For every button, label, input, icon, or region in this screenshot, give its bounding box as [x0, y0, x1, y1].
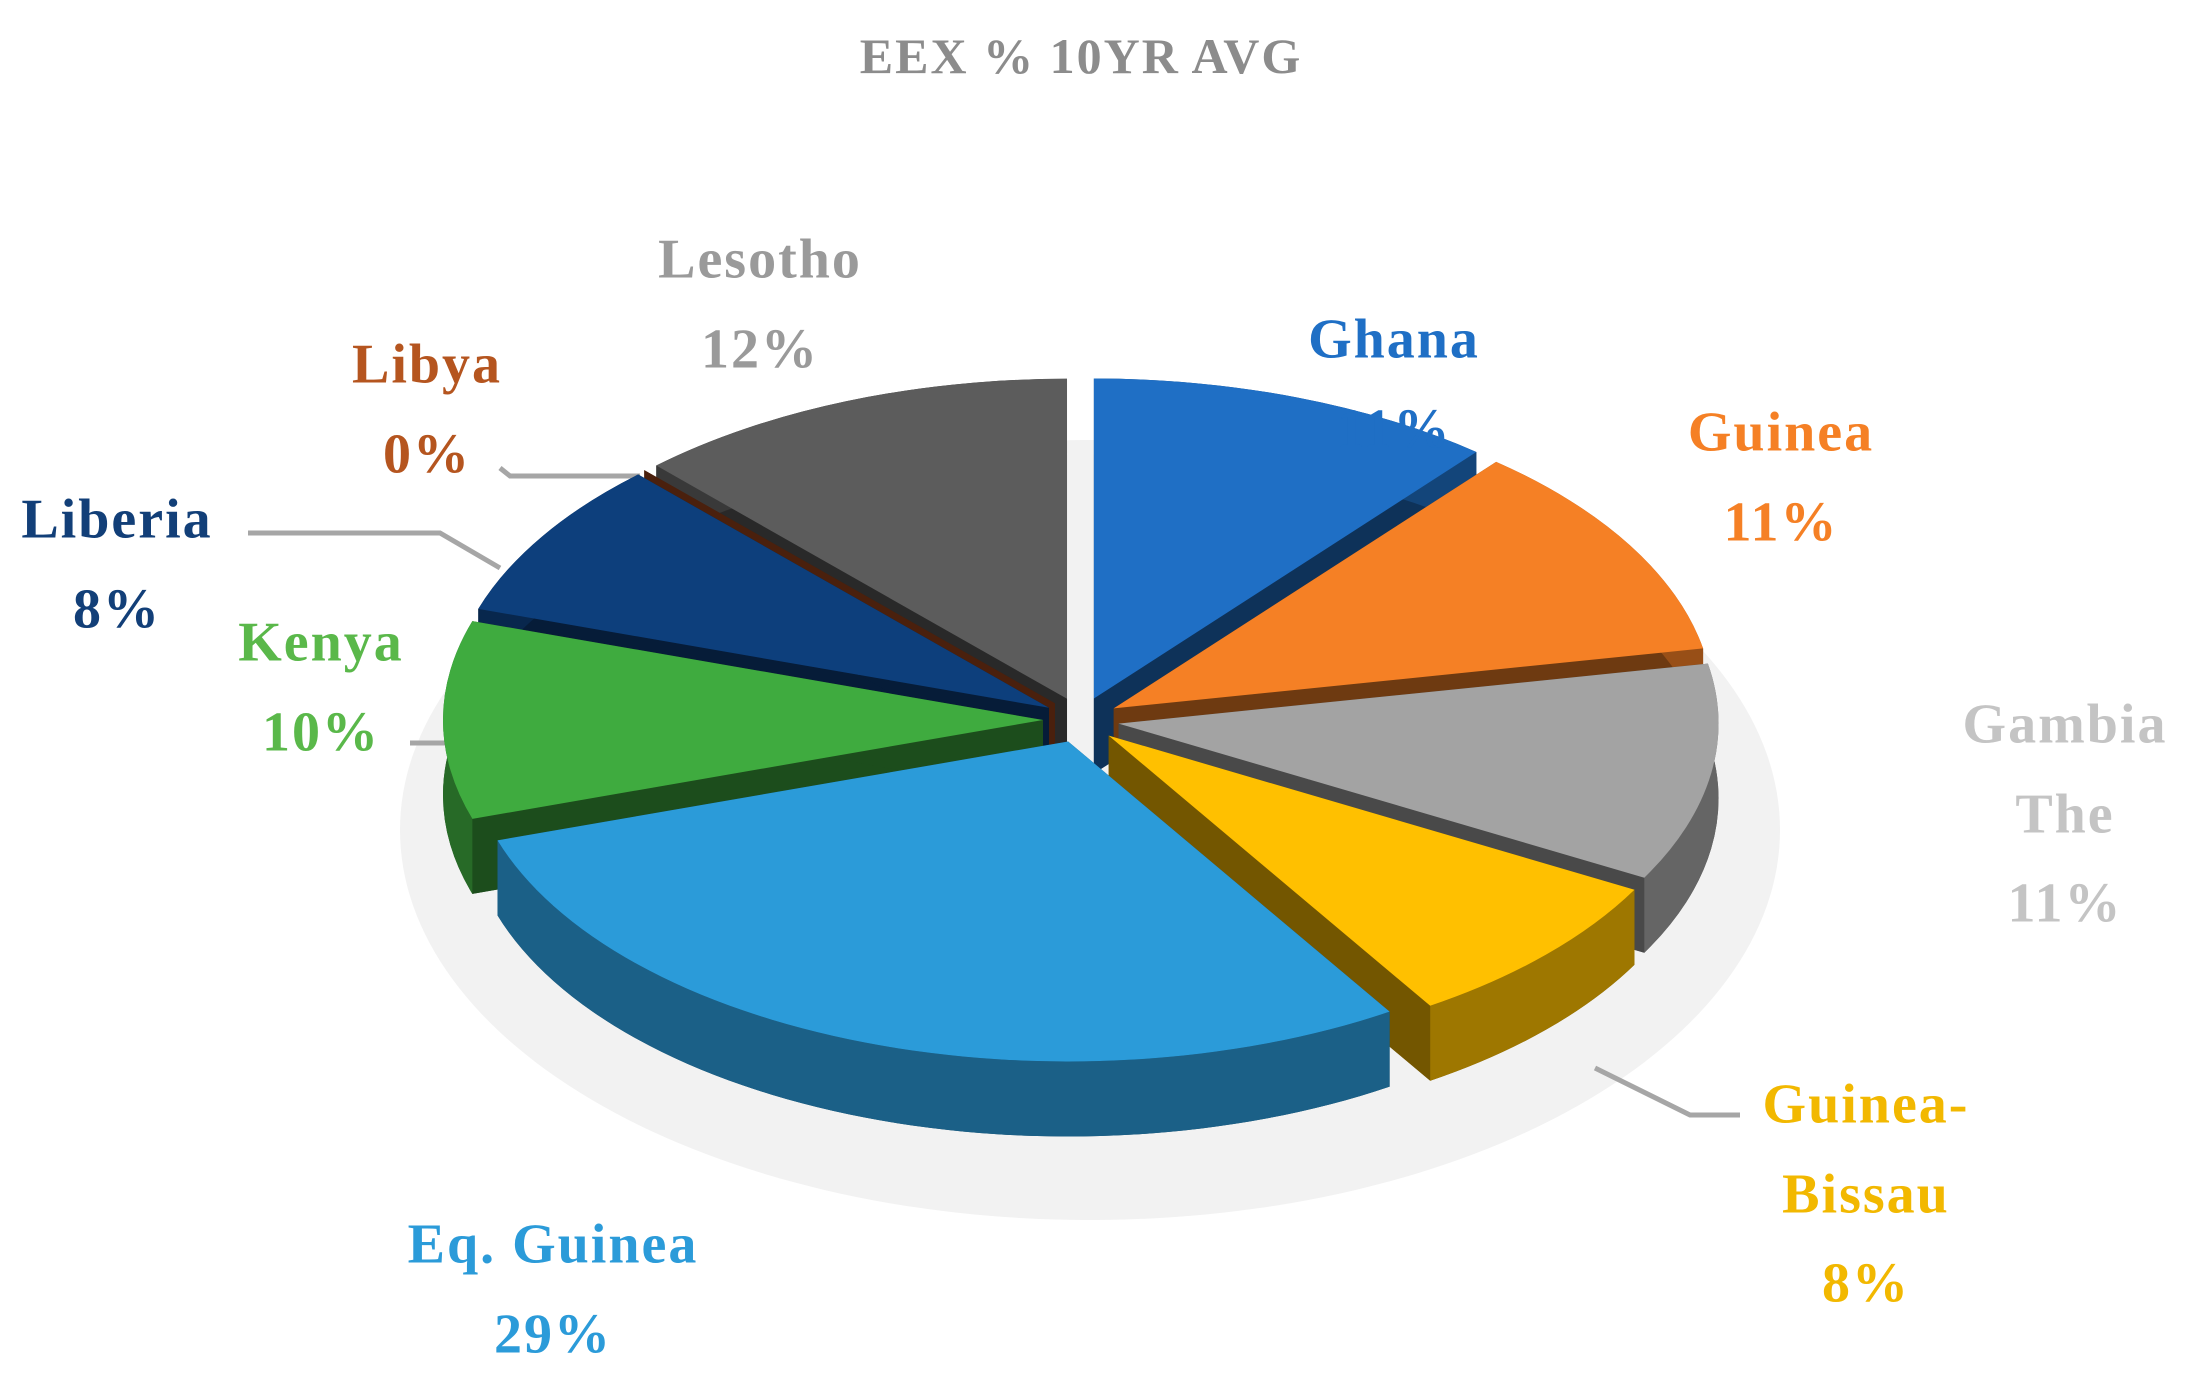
value-label: 11% [1723, 491, 1839, 553]
data-label: Kenya 10% [171, 598, 471, 777]
value-label: 29% [494, 1303, 612, 1365]
slice-wall [1644, 663, 1719, 953]
slice-top [443, 621, 1043, 819]
category-label: Liberia [21, 488, 213, 551]
data-label: Ghana 11% [1214, 295, 1574, 474]
leader-line [248, 530, 502, 571]
data-label: Liberia 8% [0, 475, 267, 654]
slice-top [478, 474, 1049, 708]
category-label: Guinea-Bissau [1762, 1073, 1970, 1226]
data-label: Lesotho 12% [580, 215, 940, 394]
category-label: Guinea [1687, 401, 1875, 464]
category-label: Eq. Guinea [407, 1213, 699, 1276]
slice-wall [497, 840, 1390, 1137]
value-label: 12% [701, 318, 819, 380]
slice-top [656, 378, 1068, 699]
value-label: 8% [1822, 1252, 1910, 1315]
category-label: Libya [351, 333, 503, 396]
category-label: Lesotho [658, 228, 862, 291]
category-label: Gambia The [1962, 693, 2168, 846]
slice-top [1118, 663, 1719, 878]
slice-top [1113, 461, 1704, 709]
slice-top [644, 470, 1055, 704]
category-label: Kenya [238, 611, 404, 674]
data-label: Gambia The 11% [1935, 681, 2195, 950]
slice [1108, 735, 1635, 1081]
slice-top [497, 741, 1390, 1062]
slice-top [1108, 735, 1635, 1006]
data-label: Libya 0% [277, 320, 577, 499]
leader-line [1593, 1065, 1740, 1118]
slice-top [1093, 378, 1477, 699]
category-label: Ghana [1308, 308, 1480, 371]
slice-wall [1430, 889, 1635, 1081]
slice [497, 741, 1390, 1137]
data-label: Eq. Guinea 29% [343, 1200, 763, 1379]
value-label: 8% [73, 578, 161, 640]
value-label: 10% [262, 701, 380, 763]
value-label: 11% [1336, 398, 1452, 460]
value-label: 11% [2007, 872, 2123, 935]
leader-line [498, 466, 640, 479]
value-label: 0% [383, 423, 471, 485]
data-label: Guinea-Bissau 8% [1736, 1061, 1996, 1330]
chart-title: EEX % 10YR AVG [859, 28, 1303, 84]
data-label: Guinea 11% [1601, 388, 1961, 567]
